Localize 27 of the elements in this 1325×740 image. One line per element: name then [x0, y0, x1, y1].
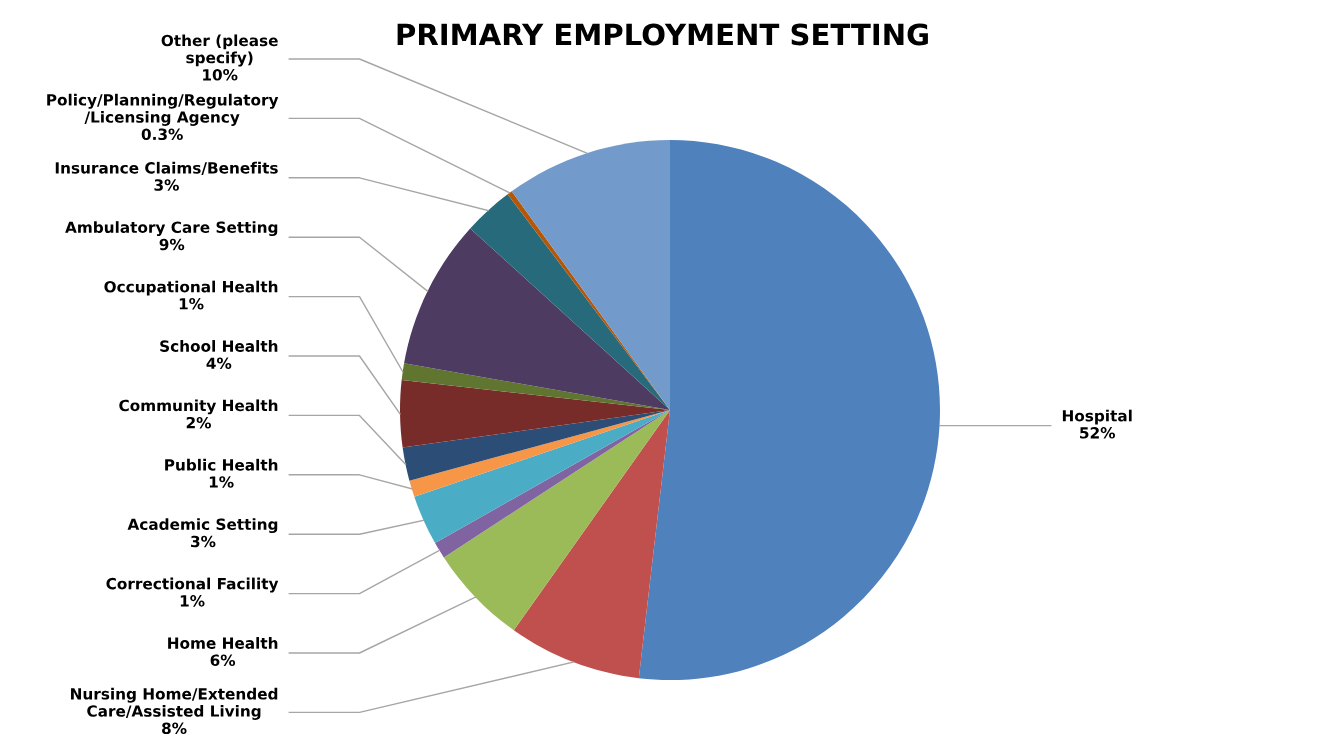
- slice-label: Public Health: [165, 458, 278, 471]
- slice-label: Correctional Facility: [106, 577, 279, 593]
- slice-label: Hospital: [1062, 409, 1132, 425]
- slice-label: Nursing Home/Extended Care/Assisted Living: [71, 687, 278, 720]
- data-label: 6%: [210, 654, 236, 666]
- data-label: 0.3%: [141, 128, 183, 141]
- slice-label: Occupational Health: [104, 280, 278, 296]
- data-label: 52%: [1080, 427, 1115, 439]
- data-label: 1%: [209, 476, 234, 488]
- data-label: 9%: [159, 238, 185, 251]
- data-label: 1%: [179, 298, 204, 310]
- slice-label: Other (please specify): [161, 34, 278, 67]
- data-label: 4%: [206, 357, 232, 369]
- data-label: 1%: [180, 595, 205, 607]
- slice-label: Ambulatory Care Setting: [65, 221, 278, 237]
- slice-label: Academic Setting: [127, 518, 278, 534]
- slice-label: Community Health: [119, 399, 278, 415]
- data-label: 3%: [191, 535, 216, 548]
- slice-label: School Health: [160, 340, 278, 352]
- data-label: 10%: [203, 69, 238, 81]
- chart-title: PRIMARY EMPLOYMENT SETTING: [397, 23, 928, 46]
- slice-label: Home Health: [168, 637, 278, 649]
- slice-label: Insurance Claims/Benefits: [55, 161, 278, 175]
- data-label: 2%: [186, 416, 211, 429]
- slice-label: Policy/Planning/Regulatory /Licensing Agency: [47, 93, 279, 126]
- data-label: 8%: [162, 722, 187, 735]
- data-label: 3%: [154, 179, 179, 191]
